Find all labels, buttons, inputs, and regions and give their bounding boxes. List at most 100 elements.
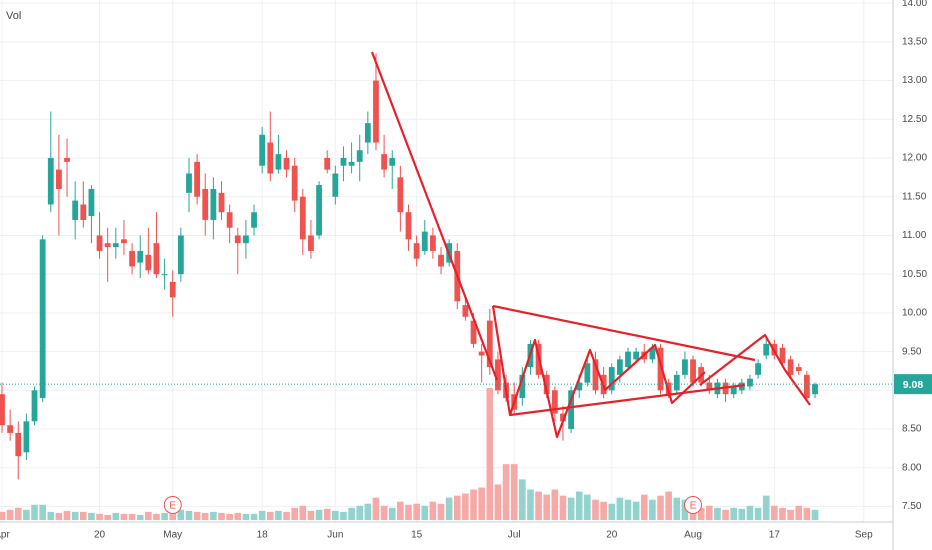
volume-bar: [185, 510, 193, 520]
volume-bar: [307, 510, 315, 520]
zigzag-line: [508, 338, 706, 439]
candle-body: [478, 351, 485, 356]
candle-body: [373, 80, 379, 143]
volume-bar: [575, 491, 583, 520]
candle-body: [682, 359, 688, 375]
volume-bar: [706, 505, 713, 520]
candle-body: [470, 320, 477, 344]
candle-body: [397, 177, 404, 213]
last-price-label: 9.08: [903, 379, 924, 391]
candle-body: [381, 154, 388, 170]
volume-bar: [39, 504, 46, 520]
candle-body: [405, 212, 412, 240]
candle-body: [324, 157, 331, 170]
volume-bar: [445, 497, 453, 520]
volume-bar: [31, 504, 38, 520]
candle-body: [560, 413, 566, 422]
candle-body: [438, 254, 444, 267]
volume-bar: [502, 464, 510, 520]
trend-line: [492, 304, 756, 362]
volume-bar: [153, 513, 160, 520]
volume-bar: [356, 505, 364, 520]
volume-bar: [722, 509, 729, 520]
candle-body: [340, 157, 347, 166]
volume-bar: [177, 509, 185, 520]
volume-bar: [291, 507, 298, 520]
candle-body: [137, 250, 144, 263]
x-tick-label: 18: [257, 530, 269, 541]
earnings-label: E: [690, 501, 697, 512]
volume-bar: [63, 510, 71, 520]
candle-body: [690, 359, 696, 383]
y-tick-label: 8.00: [902, 462, 922, 473]
volume-bar: [608, 503, 616, 520]
volume-bar: [600, 501, 607, 520]
candle-body: [243, 235, 249, 244]
volume-bar: [226, 513, 233, 520]
volume-bar: [340, 511, 347, 520]
volume-bar: [258, 510, 266, 520]
volume-bar: [714, 507, 721, 520]
volume-bar: [543, 494, 551, 520]
volume-bar: [730, 507, 737, 520]
volume-bar: [649, 499, 656, 520]
candle-body: [145, 254, 152, 271]
volume-bar: [104, 514, 111, 520]
x-tick-label: Sep: [855, 530, 873, 541]
y-tick-label: 11.50: [902, 191, 927, 202]
volume-bar: [169, 510, 177, 520]
volume-bar: [787, 509, 794, 520]
volume-bar: [364, 503, 372, 520]
x-tick-label: May: [163, 530, 182, 541]
volume-bar: [462, 493, 469, 520]
volume-bar: [551, 489, 559, 520]
volume-bar: [161, 512, 168, 520]
candle-body: [551, 390, 558, 414]
candle-body: [121, 239, 127, 244]
volume-bar: [559, 495, 567, 520]
volume-bar: [486, 388, 494, 520]
volume-bar: [510, 464, 518, 520]
candle-body: [486, 320, 493, 368]
volume-bar: [145, 511, 152, 520]
volume-bar: [519, 479, 526, 520]
candle-body: [787, 359, 794, 375]
volume-bar: [494, 484, 502, 520]
volume-bar: [624, 499, 632, 520]
candle-body: [31, 390, 38, 422]
candle-body: [592, 359, 599, 391]
y-tick-label: 11.00: [902, 230, 927, 241]
candle-body: [283, 157, 290, 170]
volume-bar: [811, 509, 819, 520]
volume-bar: [803, 507, 811, 520]
y-tick-label: 10.00: [902, 308, 927, 319]
candle-body: [202, 188, 209, 220]
candle-body: [47, 157, 54, 205]
candle-body: [275, 154, 282, 170]
candle-body: [584, 363, 591, 383]
candle-body: [88, 188, 95, 217]
volume-bar: [201, 512, 209, 520]
candle-body: [747, 378, 753, 387]
volume-bar: [0, 511, 6, 520]
volume-bar: [283, 511, 290, 520]
candle-body: [348, 161, 355, 166]
candle-body: [332, 173, 339, 197]
volume-bar: [429, 501, 437, 520]
candle-body: [259, 134, 266, 166]
x-tick-label: Jun: [327, 530, 343, 541]
zigzag-line: [699, 333, 811, 406]
volume-bar: [234, 512, 242, 520]
candle-body: [413, 243, 420, 259]
candle-body: [495, 359, 501, 391]
volume-bar: [738, 508, 746, 520]
candle-body: [15, 432, 22, 457]
y-tick-label: 12.50: [902, 114, 927, 125]
volume-bar: [584, 494, 591, 520]
candle-body: [96, 235, 103, 251]
candle-body: [576, 382, 583, 391]
volume-bar: [372, 497, 380, 520]
candle-body: [251, 212, 257, 228]
